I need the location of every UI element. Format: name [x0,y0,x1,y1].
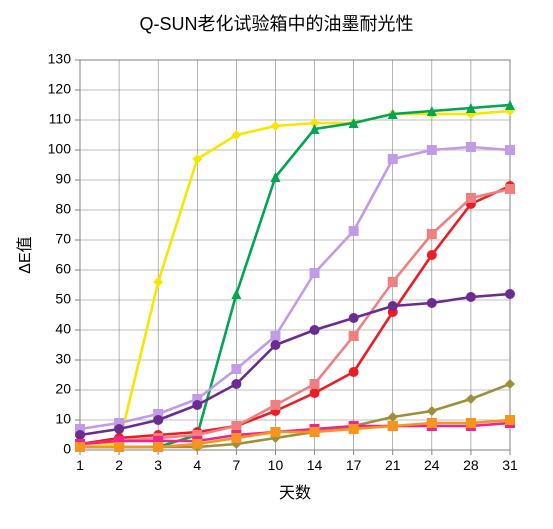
y-tick-label: 130 [48,51,72,67]
series-orange-marker [427,418,437,428]
chart-title: Q-SUN老化试验箱中的油墨耐光性 [140,14,414,34]
series-orange-marker [310,427,320,437]
series-violet-marker [427,298,437,308]
series-lilac-marker [427,145,437,155]
y-tick-label: 20 [55,381,71,397]
series-violet-marker [349,313,359,323]
series-lilac-marker [505,145,515,155]
series-lilac-marker [231,364,241,374]
series-violet-marker [505,289,515,299]
line-chart: 0 10 20 30 40 50 60 70 80 90 100 110 120 130 1 2 3 4 7 10 14… [0,0,553,529]
series-orange-marker [270,427,280,437]
series-salmon-marker [388,277,398,287]
series-lilac-marker [349,226,359,236]
series-orange-marker [75,442,85,452]
x-tick-label: 7 [232,457,240,473]
series-red-marker [349,367,359,377]
series-violet-marker [75,430,85,440]
x-tick-label: 17 [346,457,362,473]
series-violet-marker [231,379,241,389]
series-lilac-marker [466,142,476,152]
y-tick-label: 10 [55,411,71,427]
x-tick-label: 28 [463,457,479,473]
y-tick-label: 60 [55,261,71,277]
series-salmon-marker [466,193,476,203]
series-red-marker [427,250,437,260]
series-orange-marker [505,415,515,425]
y-tick-label: 120 [48,81,72,97]
y-tick-label: 80 [55,201,71,217]
x-tick-label: 4 [193,457,201,473]
y-tick-label: 30 [55,351,71,367]
series-violet-marker [310,325,320,335]
series-violet-marker [192,400,202,410]
y-axis-label: ΔE值 [16,236,34,273]
y-tick-label: 70 [55,231,71,247]
y-tick-label: 90 [55,171,71,187]
chart-container: 0 10 20 30 40 50 60 70 80 90 100 110 120 130 1 2 3 4 7 10 14… [0,0,553,529]
series-orange-marker [466,418,476,428]
y-tick-label: 50 [55,291,71,307]
y-tick-label: 0 [63,441,71,457]
series-red-marker [310,388,320,398]
y-tick-label: 100 [48,141,72,157]
series-salmon-marker [427,229,437,239]
x-tick-label: 21 [385,457,401,473]
x-tick-label: 2 [115,457,123,473]
x-tick-label: 31 [502,457,518,473]
series-orange-marker [231,433,241,443]
series-orange-marker [153,442,163,452]
series-violet-marker [466,292,476,302]
series-salmon-marker [310,379,320,389]
series-lilac-marker [310,268,320,278]
series-salmon-marker [270,400,280,410]
series-violet-marker [153,415,163,425]
series-lilac-marker [388,154,398,164]
series-salmon-marker [231,421,241,431]
series-lilac-marker [270,331,280,341]
series-salmon-marker [505,184,515,194]
x-tick-label: 1 [76,457,84,473]
series-violet-marker [388,301,398,311]
series-violet-marker [270,340,280,350]
series-orange-marker [192,439,202,449]
y-tick-label: 40 [55,321,71,337]
y-tick-label: 110 [49,111,72,127]
series-violet-marker [114,424,124,434]
x-axis-label: 天数 [279,484,311,502]
series-salmon-marker [349,331,359,341]
x-tick-label: 3 [154,457,162,473]
x-tick-label: 10 [268,457,284,473]
series-orange-marker [388,421,398,431]
series-orange-marker [349,424,359,434]
x-tick-label: 24 [424,457,440,473]
x-tick-label: 14 [307,457,323,473]
series-orange-marker [114,442,124,452]
